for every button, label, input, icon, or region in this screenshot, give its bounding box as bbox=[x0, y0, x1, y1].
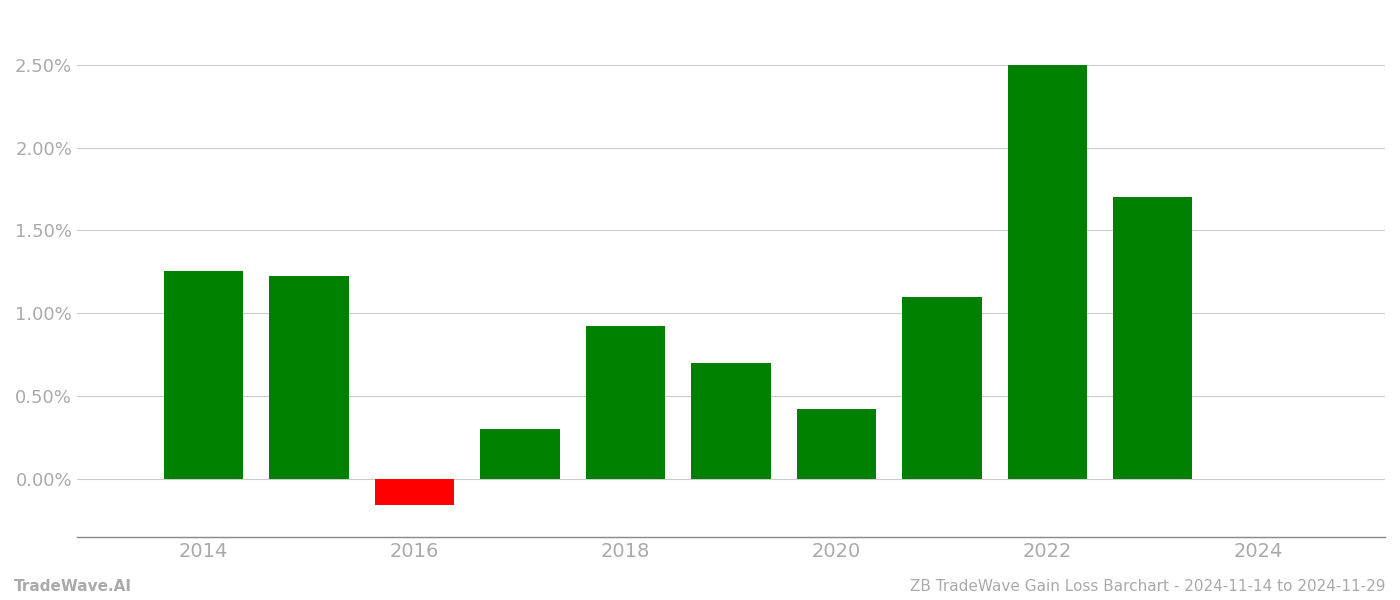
Bar bbox=[1008, 65, 1086, 479]
Bar bbox=[587, 326, 665, 479]
Bar bbox=[164, 271, 244, 479]
Bar bbox=[692, 364, 770, 479]
Bar bbox=[375, 479, 454, 505]
Text: TradeWave.AI: TradeWave.AI bbox=[14, 579, 132, 594]
Bar bbox=[480, 428, 560, 479]
Text: ZB TradeWave Gain Loss Barchart - 2024-11-14 to 2024-11-29: ZB TradeWave Gain Loss Barchart - 2024-1… bbox=[910, 579, 1386, 594]
Bar bbox=[1113, 197, 1193, 479]
Bar bbox=[797, 409, 876, 479]
Bar bbox=[903, 297, 981, 479]
Bar bbox=[269, 276, 349, 479]
